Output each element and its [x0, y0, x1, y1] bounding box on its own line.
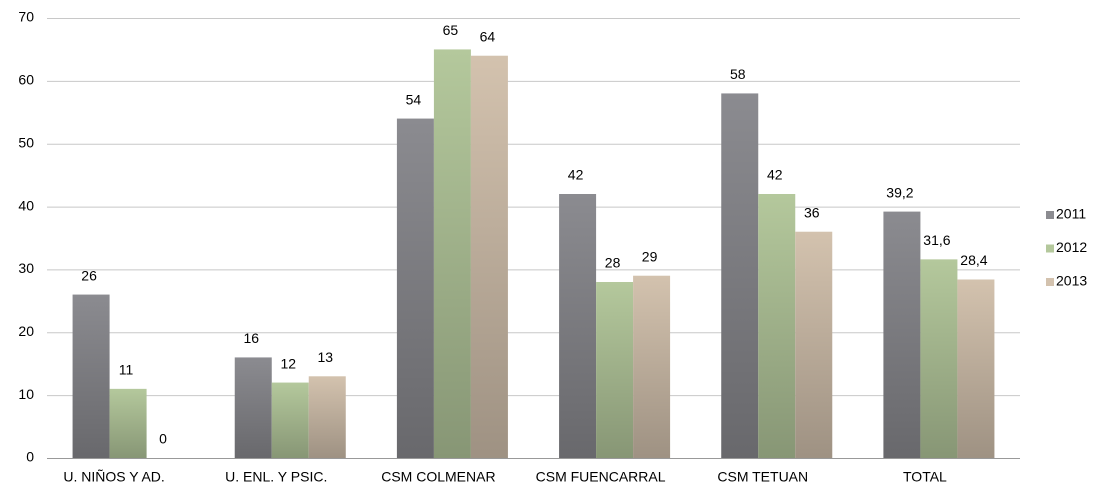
y-tick-label: 0 — [26, 449, 34, 465]
legend-swatch — [1046, 278, 1054, 286]
value-label: 65 — [443, 22, 459, 38]
bar-shade — [758, 194, 796, 458]
x-tick-label: CSM TETUAN — [717, 469, 808, 485]
x-tick-label: CSM FUENCARRAL — [536, 469, 666, 485]
legend-label: 2011 — [1056, 206, 1086, 222]
legend-swatch — [1046, 211, 1054, 219]
value-label: 12 — [280, 355, 296, 371]
bar-shade — [308, 376, 346, 458]
bar-shade — [596, 282, 634, 458]
y-tick-label: 70 — [18, 9, 34, 25]
value-label: 31,6 — [923, 232, 950, 248]
y-tick-label: 20 — [18, 323, 34, 339]
bar-shade — [633, 275, 671, 458]
bar-shade — [883, 211, 921, 458]
bar-shade — [721, 93, 759, 458]
legend-label: 2013 — [1056, 273, 1087, 289]
x-tick-label: CSM COLMENAR — [381, 469, 495, 485]
bar-shade — [920, 259, 958, 458]
bar-shade — [109, 388, 147, 458]
bar-shade — [957, 279, 995, 458]
legend-swatch — [1046, 244, 1054, 253]
bar-shade — [795, 231, 833, 458]
value-label: 11 — [119, 362, 134, 378]
y-tick-label: 60 — [18, 72, 34, 88]
x-tick-label: U. ENL. Y PSIC. — [225, 469, 327, 485]
value-label: 26 — [81, 267, 97, 283]
bar-shade — [396, 118, 434, 459]
y-tick-label: 10 — [18, 386, 34, 402]
bar-shade — [271, 382, 309, 458]
bar-shade — [433, 49, 471, 459]
bar-shade — [72, 294, 110, 458]
value-label: 13 — [317, 349, 333, 365]
x-tick-label: U. NIÑOS Y AD. — [63, 469, 164, 485]
value-label: 29 — [642, 248, 658, 264]
value-label: 0 — [159, 431, 167, 447]
x-tick-label: TOTAL — [903, 469, 947, 485]
value-label: 36 — [804, 204, 820, 220]
value-label: 28 — [605, 255, 621, 271]
bar-shade — [470, 55, 508, 458]
value-label: 42 — [568, 167, 584, 183]
bar-shade — [234, 357, 272, 458]
y-tick-label: 30 — [18, 260, 34, 276]
value-label: 64 — [480, 28, 496, 44]
value-label: 39,2 — [886, 184, 913, 200]
bar-shade — [559, 194, 597, 458]
value-label: 58 — [730, 66, 746, 82]
y-tick-label: 50 — [18, 134, 34, 150]
value-label: 54 — [406, 91, 422, 107]
legend-label: 2012 — [1056, 239, 1087, 255]
value-label: 16 — [243, 330, 259, 346]
value-label: 28,4 — [960, 252, 987, 268]
y-tick-label: 40 — [18, 197, 34, 213]
value-label: 42 — [767, 167, 783, 183]
